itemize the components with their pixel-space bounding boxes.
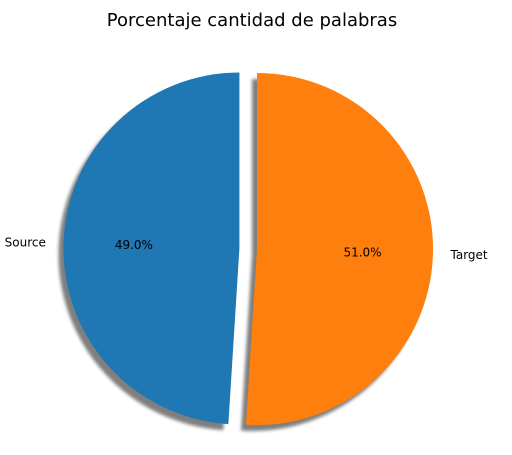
- pie-slices: [63, 72, 434, 425]
- chart-title: Porcentaje cantidad de palabras: [107, 10, 397, 31]
- pie-slice-source: [63, 72, 240, 425]
- slice-percent-source: 49.0%: [115, 238, 153, 252]
- slice-label-source: Source: [5, 235, 46, 249]
- pie-labels: Source 49.0% Target 51.0%: [5, 235, 488, 262]
- pie-slice-target: [245, 72, 434, 425]
- slice-percent-target: 51.0%: [343, 245, 381, 259]
- slice-label-target: Target: [450, 248, 488, 262]
